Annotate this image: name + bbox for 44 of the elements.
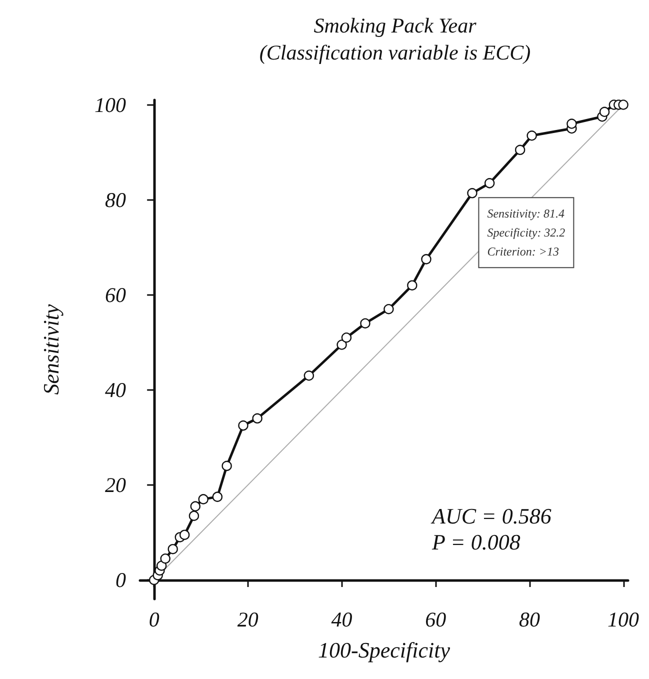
point (384, 304, 394, 314)
y-tick-label: 100 (94, 92, 126, 117)
point (566, 118, 577, 129)
y-tick-label: 80 (105, 188, 126, 212)
point (222, 460, 232, 472)
point (198, 494, 208, 504)
y-tick-label: 20 (105, 472, 126, 497)
x-tick-label: 60 (425, 608, 447, 632)
annotation: P = 0.008 (431, 530, 520, 554)
point (514, 144, 526, 155)
point (212, 492, 223, 502)
point (156, 560, 167, 571)
point (252, 413, 262, 424)
point (238, 420, 248, 431)
point (360, 318, 370, 328)
point (484, 178, 495, 188)
point (168, 544, 178, 554)
x-tick-label: 20 (237, 608, 259, 632)
y-tick-label: 0 (116, 568, 126, 592)
annotation: Sensitivity: 81.4 Specificity: 32.2 Criterion: >13 (487, 206, 566, 259)
point (421, 254, 432, 264)
annotation: AUC = 0.586 (430, 504, 552, 528)
point (179, 530, 190, 540)
chart-subtitle: (Classification variable is ECC) (259, 40, 531, 64)
point (599, 106, 610, 117)
y-tick-label: 60 (105, 282, 126, 307)
point (526, 130, 537, 141)
point (467, 188, 478, 198)
x-tick-label: 0 (148, 608, 160, 632)
point (190, 501, 200, 512)
point (341, 332, 352, 343)
y-tick-label: 40 (105, 378, 126, 402)
point (160, 554, 170, 564)
x-tick-label: 40 (331, 608, 353, 632)
x-axis-title: 100-Specificity (318, 638, 450, 662)
y-axis-title: Sensitivity (38, 304, 64, 395)
x-tick-label: 80 (518, 608, 540, 632)
point (618, 100, 628, 110)
x-tick-label: 100 (608, 608, 640, 632)
chart-title: Smoking Pack Year (314, 14, 478, 38)
point (304, 370, 314, 381)
point (407, 280, 418, 290)
point (336, 340, 347, 350)
point (188, 510, 200, 521)
